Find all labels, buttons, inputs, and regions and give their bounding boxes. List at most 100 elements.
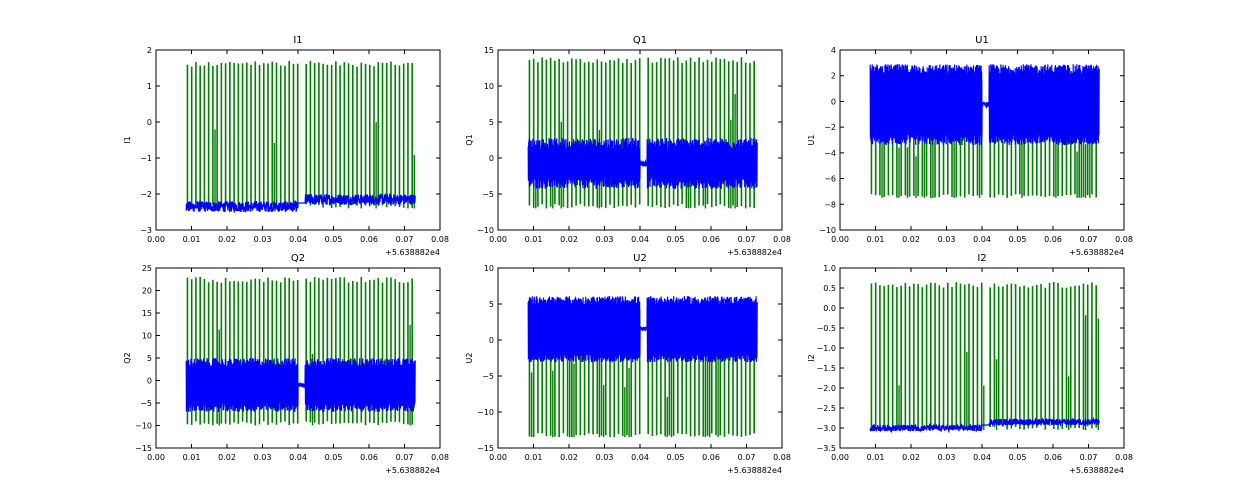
subplot-title: Q2 (291, 253, 305, 264)
blue-series-line (185, 192, 416, 214)
x-tick-label: 0.04 (973, 235, 991, 244)
blue-series-line (527, 137, 758, 190)
x-tick-label: 0.08 (431, 453, 449, 462)
y-tick-label: −2 (140, 190, 152, 199)
x-tick-label: 0.01 (525, 235, 543, 244)
plot-area (185, 277, 416, 426)
x-tick-label: 0.08 (773, 453, 791, 462)
x-tick-label: 0.03 (938, 235, 956, 244)
x-tick-label: 0.06 (360, 235, 378, 244)
x-tick-label: 0.05 (1009, 453, 1027, 462)
blue-series-line (185, 357, 416, 413)
x-tick-label: 0.05 (667, 453, 685, 462)
y-tick-label: −10 (477, 226, 494, 235)
x-tick-label: 0.06 (702, 453, 720, 462)
x-offset-text: +5.638882e4 (727, 248, 782, 257)
y-tick-label: −5 (482, 190, 494, 199)
x-tick-label: 0.05 (325, 453, 343, 462)
y-tick-label: −8 (824, 200, 836, 209)
subplot-title: Q1 (633, 35, 647, 46)
y-tick-label: −0.5 (817, 324, 836, 333)
y-axis-label: U1 (807, 135, 816, 146)
blue-series-line (869, 416, 1100, 434)
x-tick-label: 0.06 (1044, 235, 1062, 244)
y-tick-label: 10 (142, 332, 152, 341)
x-tick-label: 0.04 (631, 235, 649, 244)
y-tick-label: 0 (489, 154, 494, 163)
y-tick-label: 0 (489, 336, 494, 345)
x-tick-label: 0.02 (902, 235, 920, 244)
y-tick-label: −2.0 (817, 384, 836, 393)
x-tick-label: 0.04 (973, 453, 991, 462)
x-tick-label: 0.08 (773, 235, 791, 244)
y-tick-label: 0 (147, 377, 152, 386)
y-tick-label: 10 (484, 82, 494, 91)
x-tick-label: 0.02 (218, 235, 236, 244)
y-tick-label: −10 (135, 422, 152, 431)
x-tick-label: 0.03 (254, 235, 272, 244)
y-tick-label: 0.5 (823, 284, 836, 293)
x-offset-text: +5.638882e4 (1069, 466, 1124, 475)
y-tick-label: −6 (824, 175, 836, 184)
subplot-i1: 0.00 0.01 0.02 0.03 0.04 0.05 0.06 0.07 0.08 −3 −2… (123, 35, 449, 257)
subplot-q2: 0.00 0.01 0.02 0.03 0.04 0.05 0.06 0.07 0.08 −15 −… (123, 253, 449, 475)
subplot-title: I1 (293, 35, 302, 46)
x-tick-label: 0.05 (1009, 235, 1027, 244)
x-tick-label: 0.00 (147, 235, 165, 244)
x-tick-label: 0.01 (867, 235, 885, 244)
x-tick-label: 0.04 (631, 453, 649, 462)
y-tick-label: 10 (484, 264, 494, 273)
x-tick-label: 0.06 (1044, 453, 1062, 462)
x-tick-label: 0.05 (325, 235, 343, 244)
x-offset-text: +5.638882e4 (727, 466, 782, 475)
x-tick-label: 0.00 (489, 453, 507, 462)
y-tick-label: 20 (142, 287, 152, 296)
x-tick-label: 0.07 (396, 453, 414, 462)
y-tick-label: 25 (142, 264, 152, 273)
subplot-u2: 0.00 0.01 0.02 0.03 0.04 0.05 0.06 0.07 0.08 −15 −… (465, 253, 791, 475)
x-tick-label: 0.07 (738, 235, 756, 244)
y-tick-label: 1 (147, 82, 152, 91)
x-tick-label: 0.07 (1080, 453, 1098, 462)
x-tick-label: 0.01 (183, 453, 201, 462)
subplot-title: U1 (975, 35, 989, 46)
x-tick-label: 0.02 (218, 453, 236, 462)
x-tick-label: 0.03 (596, 453, 614, 462)
y-axis-label: Q1 (465, 134, 474, 145)
y-tick-label: −1.5 (817, 364, 836, 373)
plot-area (869, 64, 1100, 198)
y-tick-label: −3 (140, 226, 152, 235)
y-tick-label: 5 (147, 354, 152, 363)
y-tick-label: −1.0 (817, 344, 836, 353)
y-tick-label: 2 (831, 72, 836, 81)
x-tick-label: 0.04 (289, 453, 307, 462)
subplot-title: U2 (633, 253, 647, 264)
x-offset-text: +5.638882e4 (385, 466, 440, 475)
y-axis-label: U2 (465, 353, 474, 364)
y-axis-label: I2 (807, 354, 816, 361)
y-tick-label: −15 (135, 444, 152, 453)
x-tick-label: 0.02 (902, 453, 920, 462)
x-tick-label: 0.02 (560, 453, 578, 462)
y-tick-label: −15 (477, 444, 494, 453)
x-tick-label: 0.08 (431, 235, 449, 244)
subplot-u1: 0.00 0.01 0.02 0.03 0.04 0.05 0.06 0.07 0.08 −10 −… (807, 35, 1133, 257)
y-tick-label: −5 (482, 372, 494, 381)
blue-series-line (527, 296, 758, 363)
x-tick-label: 0.07 (1080, 235, 1098, 244)
y-tick-label: −10 (819, 226, 836, 235)
y-tick-label: 5 (489, 300, 494, 309)
y-tick-label: −1 (140, 154, 152, 163)
x-tick-label: 0.00 (831, 453, 849, 462)
subplot-i2: 0.00 0.01 0.02 0.03 0.04 0.05 0.06 0.07 0.08 −3.5… (807, 253, 1133, 475)
y-tick-label: −4 (824, 149, 836, 158)
y-tick-label: 2 (147, 46, 152, 55)
plot-area (869, 282, 1100, 434)
x-tick-label: 0.06 (360, 453, 378, 462)
x-tick-label: 0.00 (831, 235, 849, 244)
y-tick-label: 1.0 (823, 264, 836, 273)
x-tick-label: 0.05 (667, 235, 685, 244)
x-tick-label: 0.03 (596, 235, 614, 244)
